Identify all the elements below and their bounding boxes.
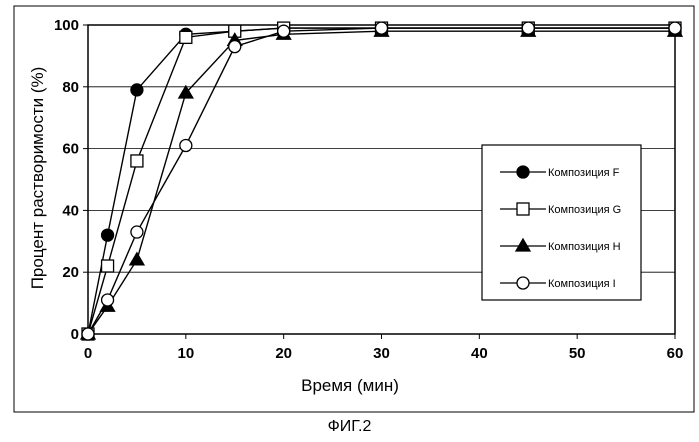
y-tick-label-0: 0 [71, 326, 79, 343]
data-point-s4-4 [229, 41, 241, 53]
legend-label-4: Композиция I [548, 278, 616, 290]
data-point-s4-1 [102, 294, 114, 306]
data-point-s4-6 [376, 22, 388, 34]
legend-label-1: Композиция F [548, 167, 620, 179]
legend: Композиция F Композиция G Композиция H Комп… [482, 145, 641, 300]
data-point-s4-3 [180, 140, 192, 152]
figure-caption: ФИГ.2 [0, 418, 699, 436]
data-point-s1-2 [131, 84, 143, 96]
y-tick-label-40: 40 [62, 202, 79, 219]
data-point-s3-2 [130, 253, 144, 265]
x-axis-title: Время (мин) [301, 376, 399, 395]
y-tick-label-20: 20 [62, 264, 79, 281]
legend-label-2: Композиция G [548, 204, 621, 216]
x-tick-label-40: 40 [471, 345, 488, 362]
x-tick-label-50: 50 [569, 345, 586, 362]
y-tick-label-60: 60 [62, 141, 79, 158]
x-tick-label-60: 60 [667, 345, 684, 362]
y-axis-title: Процент растворимости (%) [28, 67, 47, 290]
data-point-s2-1 [102, 260, 114, 272]
data-point-s4-7 [522, 22, 534, 34]
x-tick-label-20: 20 [275, 345, 292, 362]
y-axis-ticks: 0 20 40 60 80 100 [54, 17, 88, 343]
data-point-s1-1 [102, 229, 114, 241]
data-point-s2-3 [180, 31, 192, 43]
legend-marker-4 [517, 277, 529, 289]
data-point-s4-2 [131, 226, 143, 238]
legend-marker-2 [517, 203, 529, 215]
x-axis-ticks: 0 10 20 30 40 50 60 [84, 334, 684, 362]
y-tick-label-80: 80 [62, 79, 79, 96]
y-tick-label-100: 100 [54, 17, 79, 34]
data-point-s4-8 [669, 22, 681, 34]
dissolution-chart: 0 20 40 60 80 100 0 10 20 30 40 50 60 Время (мин) П… [0, 0, 699, 418]
data-point-s4-5 [278, 25, 290, 37]
x-tick-label-0: 0 [84, 345, 92, 362]
x-tick-label-30: 30 [373, 345, 390, 362]
legend-label-3: Композиция H [548, 241, 621, 253]
x-tick-label-10: 10 [177, 345, 194, 362]
data-point-s2-2 [131, 155, 143, 167]
legend-marker-1 [517, 166, 529, 178]
data-point-s4-0 [82, 328, 94, 340]
